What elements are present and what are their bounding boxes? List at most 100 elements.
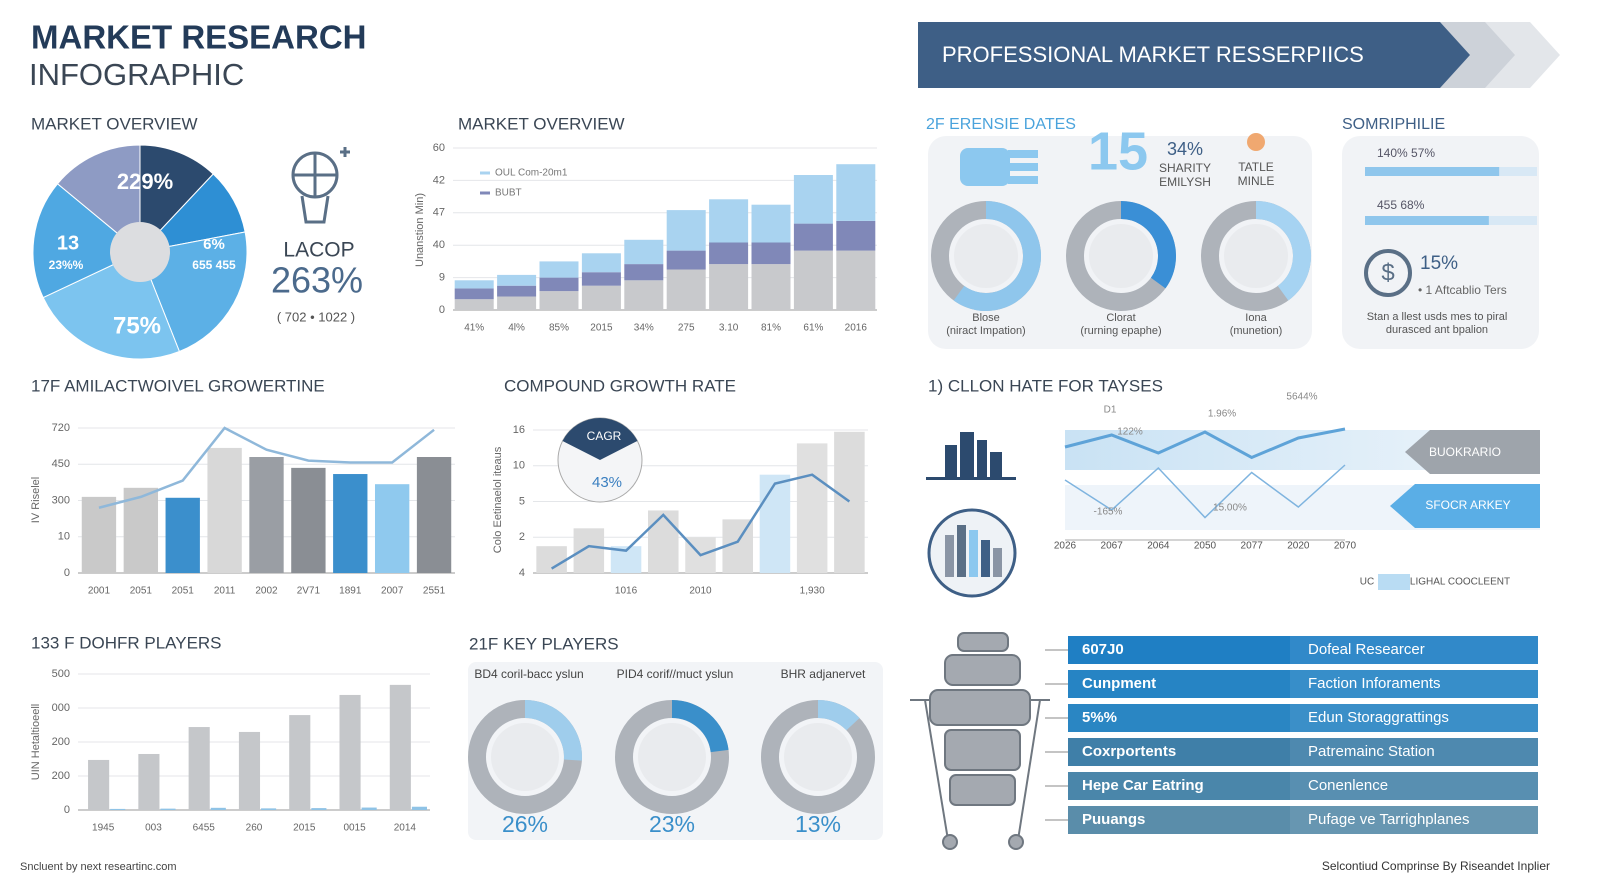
x-tick-label: 003 (145, 823, 162, 834)
bar (759, 474, 791, 573)
bar (289, 715, 311, 810)
row-left (1068, 636, 1290, 664)
annotation: D1 (1104, 405, 1117, 416)
bar (238, 731, 261, 810)
annotation: 655 455 (192, 258, 236, 272)
x-tick-label: 2026 (1054, 541, 1077, 552)
annotation: 75% (113, 312, 161, 339)
bar (497, 285, 537, 297)
annotation: BUOKRARIO (1429, 445, 1501, 459)
donut-arc (1120, 201, 1176, 289)
row-label: Puuangs (1082, 811, 1145, 828)
bar (624, 280, 664, 310)
annotation: SFOCR ARKEY (1425, 498, 1510, 512)
bar (751, 242, 791, 265)
y-tick-label: 720 (52, 422, 70, 434)
x-tick-label: 4l% (508, 323, 525, 334)
bar (581, 272, 621, 286)
chart-title: 17F AMILACTWOIVEL GROWERTINE (31, 376, 325, 395)
donut-center (638, 723, 706, 791)
bar (539, 261, 579, 278)
annotation: 13 (57, 232, 79, 254)
bar (160, 808, 176, 810)
y-axis-label: UIN Hetaltioeell (30, 704, 42, 780)
bar (581, 253, 621, 273)
x-tick-label: 2V71 (297, 586, 321, 597)
x-tick-label: 2016 (845, 323, 868, 334)
row-value: Pufage ve Tarrighplanes (1308, 811, 1470, 828)
money-icon: $ (1364, 249, 1412, 297)
chart-title: Iona (1245, 312, 1267, 324)
row-value: Faction Inforaments (1308, 675, 1441, 692)
bar (497, 296, 537, 310)
x-tick-label: 260 (246, 823, 263, 834)
row-right (1290, 636, 1538, 664)
subtitle: INFOGRAPHIC (29, 57, 244, 92)
bar (536, 546, 567, 573)
bar (207, 447, 242, 573)
bar (210, 807, 226, 810)
bar (1365, 216, 1489, 225)
bar (666, 269, 706, 310)
x-tick-label: 2011 (214, 586, 236, 597)
row-value: Edun Storaggrattings (1308, 709, 1449, 726)
bar (836, 164, 876, 221)
footer-text: Sncluent by next researtinc.com (20, 861, 177, 873)
bar (573, 528, 605, 573)
side-label: • 1 Aftcablio Ters (1418, 283, 1507, 297)
donut-arc (953, 201, 1041, 311)
bar (81, 496, 117, 573)
row-left (1068, 806, 1290, 834)
banner (918, 22, 1470, 88)
city-icon (926, 432, 1016, 480)
stat-label: SHARITY (1159, 161, 1211, 175)
y-tick-label: 000 (52, 702, 70, 714)
row-right (1290, 806, 1538, 834)
x-tick-label: 41% (464, 323, 484, 334)
chart-title: Blose (972, 312, 1000, 324)
row-label: Coxrportents (1082, 743, 1176, 760)
bar (333, 474, 368, 573)
bar (454, 299, 494, 310)
donut-arc (524, 700, 582, 761)
y-tick-label: 5 (519, 495, 525, 507)
banner-text: PROFESSIONAL MARKET RESSERPIICS (942, 42, 1364, 67)
row-right (1290, 704, 1538, 732)
donut-subtitle: (niract Impation) (946, 325, 1025, 337)
line (98, 426, 435, 509)
row-value: Patremainc Station (1308, 743, 1435, 760)
row-value: Conenlence (1308, 777, 1388, 794)
annotation: 455 68% (1377, 198, 1425, 212)
bar (624, 239, 664, 265)
cagr-inset-slice (562, 417, 638, 460)
x-tick-label: 2551 (423, 586, 446, 597)
side-note: Stan a llest usds mes to piral (1367, 311, 1508, 323)
y-tick-label: 200 (52, 736, 70, 748)
y-tick-label: 60 (433, 142, 445, 154)
svg-text:$: $ (1381, 259, 1394, 286)
donut-center (1089, 224, 1153, 288)
chart-title: Clorat (1106, 312, 1135, 324)
row-left (1068, 738, 1290, 766)
y-axis-label: IV Riselel (30, 477, 42, 523)
stat-label: TATLE (1238, 160, 1274, 174)
side-value: 15% (1420, 253, 1458, 274)
bar (709, 199, 749, 243)
bar (793, 250, 833, 310)
bar (796, 443, 828, 573)
y-tick-label: 300 (52, 494, 70, 506)
row-left (1068, 704, 1290, 732)
x-tick-label: 2077 (1241, 541, 1264, 552)
section-title: 21F KEY PLAYERS (469, 634, 619, 653)
chart-title: 133 F DOHFR PLAYERS (31, 633, 222, 652)
line (1064, 427, 1346, 460)
annotation: 122% (1117, 427, 1143, 438)
bar (539, 291, 579, 310)
bar (1365, 167, 1500, 176)
row-right (1290, 738, 1538, 766)
legend-label: OUL Com-20m1 (495, 168, 568, 179)
stat-label: MINLE (1238, 174, 1275, 188)
title: MARKET RESEARCH (31, 19, 367, 56)
bar (88, 759, 110, 810)
